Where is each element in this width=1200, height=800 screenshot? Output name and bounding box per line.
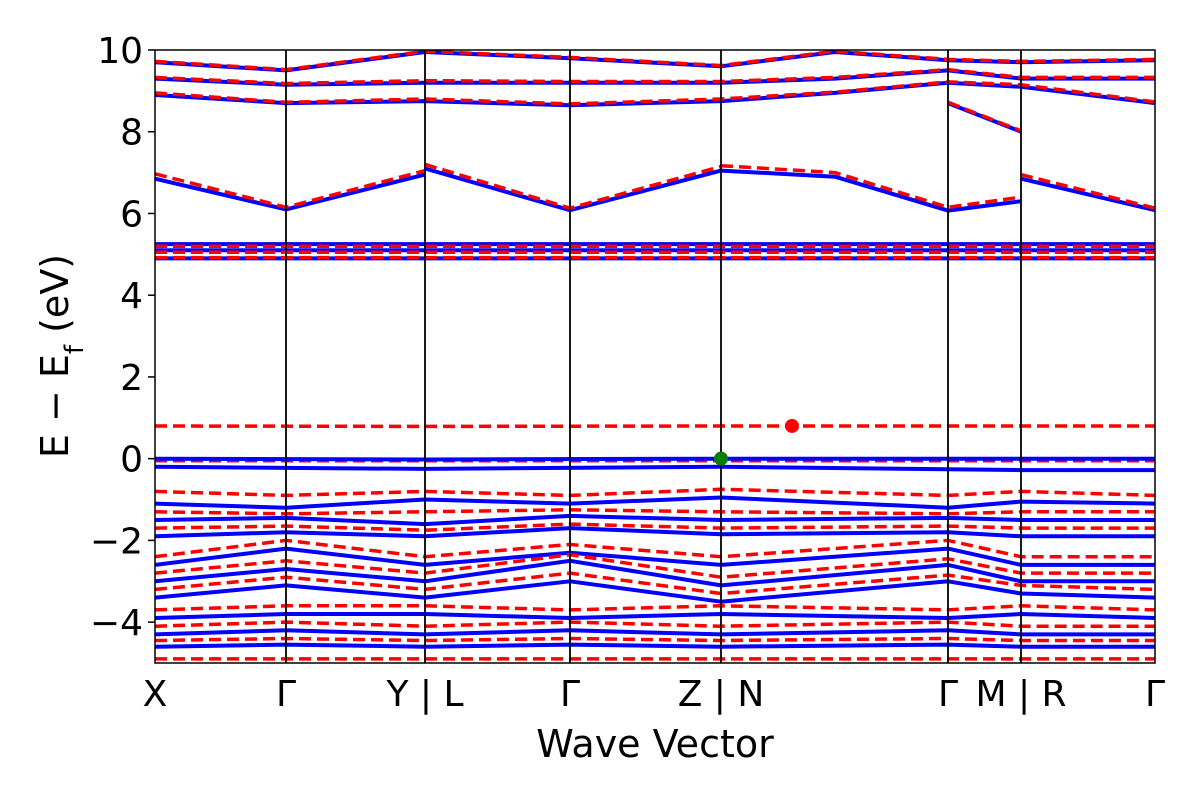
- x-tick-label-4: Z | N: [678, 674, 765, 715]
- marker-layer: [714, 418, 799, 466]
- y-axis-title-sub: f: [60, 344, 90, 354]
- series-layer: [155, 50, 1155, 661]
- band-line-9: [720, 163, 1022, 210]
- band-line-37: [155, 571, 1155, 596]
- band-line-43: [155, 636, 1155, 643]
- band-line-31: [155, 522, 1155, 532]
- band-line-39: [155, 604, 1155, 612]
- y-tick-label-4: 4: [120, 276, 143, 317]
- band-line-29: [155, 508, 1155, 516]
- y-tick-label-2: 0: [120, 440, 143, 481]
- x-tick-label-1: Γ: [276, 674, 296, 715]
- band-line-34: [155, 558, 1155, 588]
- band-line-40: [155, 628, 1155, 637]
- band-line-10: [1020, 176, 1155, 213]
- y-tick-label-3: 2: [120, 358, 143, 399]
- x-tick-label-5: Γ: [938, 674, 958, 715]
- band-line-23: [155, 50, 1155, 72]
- band-edge-marker-0: [714, 451, 728, 466]
- x-axis-title: Wave Vector: [536, 722, 774, 766]
- y-tick-label-5: 6: [120, 194, 143, 235]
- band-line-30: [155, 526, 1155, 539]
- band-line-35: [155, 552, 1155, 579]
- x-tick-label-6: M | R: [975, 674, 1066, 715]
- band-line-33: [155, 538, 1155, 559]
- y-tick-label-1: −2: [90, 521, 143, 562]
- y-tick-label-6: 8: [120, 113, 143, 154]
- band-line-27: [155, 487, 1155, 498]
- x-tick-label-0: X: [143, 674, 168, 715]
- y-axis-title-main: E − E: [33, 354, 77, 458]
- band-line-3: [155, 464, 1155, 473]
- x-ticks: X Γ Y | L Γ Z | N Γ M | R Γ: [143, 674, 1165, 715]
- band-line-32: [155, 546, 1155, 567]
- y-axis-title-unit: (eV): [33, 254, 77, 345]
- band-line-38: [155, 612, 1155, 620]
- band-line-8: [720, 168, 1022, 213]
- band-line-42: [155, 642, 1155, 649]
- band-line-41: [155, 620, 1155, 628]
- kpoint-lines: [285, 50, 1022, 663]
- band-line-7: [424, 162, 722, 210]
- band-line-28: [155, 513, 1155, 527]
- band-line-25: [947, 100, 1022, 133]
- band-line-6: [424, 166, 722, 213]
- y-tick-label-0: −4: [90, 603, 143, 644]
- y-axis-title: E − Ef (eV): [33, 254, 90, 458]
- x-tick-label-7: Γ: [1145, 674, 1165, 715]
- band-line-36: [155, 579, 1155, 604]
- plot-frame: [154, 49, 1156, 664]
- y-ticks: −4 −2 0 2 4 6 8 10: [90, 31, 155, 644]
- band-line-11: [1020, 172, 1155, 210]
- band-line-26: [155, 495, 1155, 510]
- x-tick-label-3: Γ: [560, 674, 580, 715]
- x-tick-label-2: Y | L: [385, 674, 463, 715]
- y-tick-label-7: 10: [97, 31, 143, 72]
- band-line-2: [155, 456, 1155, 462]
- band-edge-marker-1: [785, 418, 799, 433]
